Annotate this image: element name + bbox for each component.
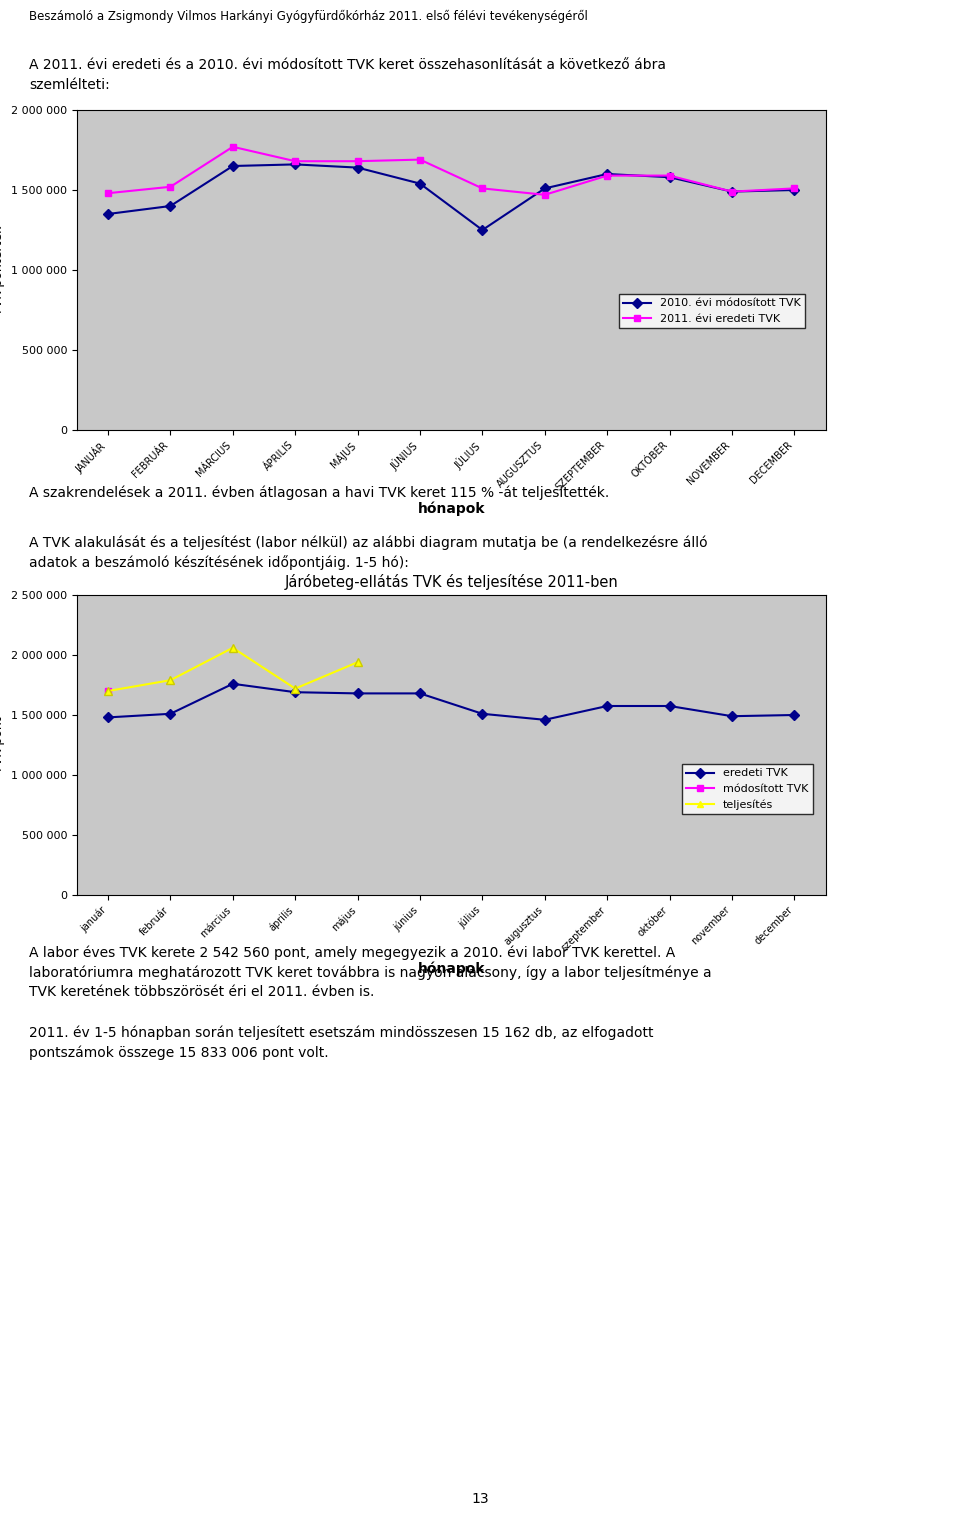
Text: laboratóriumra meghatározott TVK keret továbbra is nagyon alacsony, így a labor : laboratóriumra meghatározott TVK keret t… xyxy=(29,965,711,980)
X-axis label: hónapok: hónapok xyxy=(418,501,485,515)
Legend: 2010. évi módosított TVK, 2011. évi eredeti TVK: 2010. évi módosított TVK, 2011. évi ered… xyxy=(619,294,805,329)
Y-axis label: TVK pont: TVK pont xyxy=(0,716,6,773)
X-axis label: hónapok: hónapok xyxy=(418,962,485,975)
Text: 2011. év 1-5 hónapban során teljesített esetszám mindösszesen 15 162 db, az elfo: 2011. év 1-5 hónapban során teljesített … xyxy=(29,1026,654,1039)
Text: TVK keretének többszörösét éri el 2011. évben is.: TVK keretének többszörösét éri el 2011. … xyxy=(29,985,374,1000)
Y-axis label: TVK pontérték: TVK pontérték xyxy=(0,226,6,314)
Text: A szakrendelések a 2011. évben átlagosan a havi TVK keret 115 % -át teljesítetté: A szakrendelések a 2011. évben átlagosan… xyxy=(29,485,609,500)
Text: A 2011. évi eredeti és a 2010. évi módosított TVK keret összehasonlítását a köve: A 2011. évi eredeti és a 2010. évi módos… xyxy=(29,58,666,72)
Text: Beszámoló a Zsigmondy Vilmos Harkányi Gyógyfürdőkórház 2011. első félévi tevéken: Beszámoló a Zsigmondy Vilmos Harkányi Gy… xyxy=(29,11,588,23)
Text: 13: 13 xyxy=(471,1492,489,1506)
Text: adatok a beszámoló készítésének időpontjáig. 1-5 hó):: adatok a beszámoló készítésének időpontj… xyxy=(29,555,409,570)
Legend: eredeti TVK, módosított TVK, teljesítés: eredeti TVK, módosított TVK, teljesítés xyxy=(682,764,812,814)
Title: Járóbeteg-ellátás TVK és teljesítése 2011-ben: Járóbeteg-ellátás TVK és teljesítése 201… xyxy=(284,573,618,590)
Text: A labor éves TVK kerete 2 542 560 pont, amely megegyezik a 2010. évi labor TVK k: A labor éves TVK kerete 2 542 560 pont, … xyxy=(29,945,675,960)
Text: pontszámok összege 15 833 006 pont volt.: pontszámok összege 15 833 006 pont volt. xyxy=(29,1045,328,1059)
Text: szemlélteti:: szemlélteti: xyxy=(29,78,109,91)
Text: A TVK alakulását és a teljesítést (labor nélkül) az alábbi diagram mutatja be (a: A TVK alakulását és a teljesítést (labor… xyxy=(29,535,708,550)
